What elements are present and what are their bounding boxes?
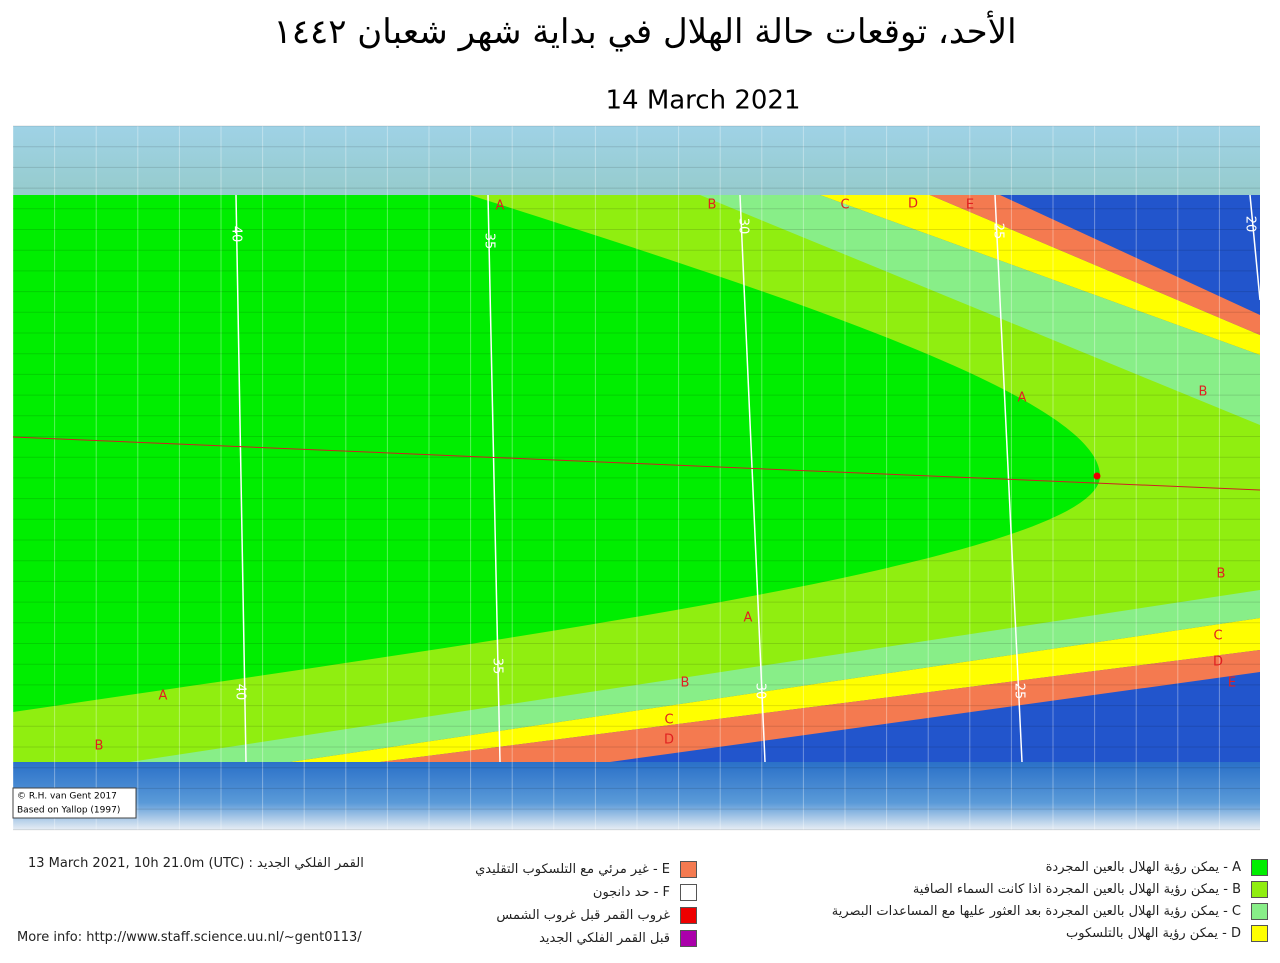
legend-swatch xyxy=(680,906,697,924)
legend-label: E - غير مرئي مع التلسكوب التقليدي xyxy=(475,861,670,877)
zone-label: D xyxy=(908,197,918,212)
map-figure: الأحد، توقعات حالة الهلال في بداية شهر ش… xyxy=(12,10,1261,831)
legend-swatch xyxy=(1251,902,1268,920)
contour-line xyxy=(1249,194,1261,301)
contour-label: 25 xyxy=(991,223,1006,240)
zone-label: C xyxy=(840,198,849,213)
legend-item: قبل القمر الفلكي الجديد xyxy=(475,927,697,949)
zone-label: A xyxy=(496,199,505,214)
contour-line xyxy=(739,194,766,763)
moon-point xyxy=(1093,472,1101,480)
legend-label: A - يمكن رؤية الهلال بالعين المجردة xyxy=(1045,859,1241,875)
southern-ocean xyxy=(13,762,1260,830)
legend-item: D - يمكن رؤية الهلال بالتلسكوب xyxy=(832,922,1268,944)
legend-label: B - يمكن رؤية الهلال بالعين المجردة اذا … xyxy=(912,881,1241,897)
legend-label: قبل القمر الفلكي الجديد xyxy=(539,930,670,946)
zone-label: B xyxy=(681,676,690,691)
legend-label: غروب القمر قبل غروب الشمس xyxy=(496,907,670,923)
more-info: More info: http://www.staff.science.uu.n… xyxy=(17,930,362,945)
zone-label: E xyxy=(1228,676,1236,691)
new-moon-info: 13 March 2021, 10h 21.0m (UTC) : القمر ا… xyxy=(28,856,364,871)
zone-label: A xyxy=(159,689,168,704)
credit: © R.H. van Gent 2017 xyxy=(17,792,117,802)
date: 14 March 2021 xyxy=(605,86,800,116)
zone-label: C xyxy=(1213,629,1222,644)
contour-label: 40 xyxy=(229,226,244,243)
contour-line xyxy=(487,194,501,763)
zone-a xyxy=(13,195,1100,712)
contour-label: 20 xyxy=(1243,216,1258,233)
legend-label: C - يمكن رؤية الهلال بالعين المجردة بعد … xyxy=(831,903,1241,919)
legend-item: A - يمكن رؤية الهلال بالعين المجردة xyxy=(832,856,1268,878)
credit-box xyxy=(12,787,137,819)
contour-line xyxy=(235,194,247,763)
zone-label: A xyxy=(1018,391,1027,406)
contour-label: 35 xyxy=(482,233,497,250)
zone-label: B xyxy=(1199,385,1208,400)
zone-label: D xyxy=(664,733,674,748)
contour-label: 35 xyxy=(490,658,505,675)
zone-label: C xyxy=(664,713,673,728)
legend-item: B - يمكن رؤية الهلال بالعين المجردة اذا … xyxy=(832,878,1268,900)
legend-swatch xyxy=(1251,880,1268,898)
zone-label: B xyxy=(1217,567,1226,582)
legend-right: A - يمكن رؤية الهلال بالعين المجردة B - ي… xyxy=(832,856,1268,944)
ecliptic-line xyxy=(12,436,1261,491)
zone-label: A xyxy=(744,611,753,626)
grid xyxy=(12,125,1261,831)
contour-label: 30 xyxy=(753,683,768,700)
visibility-zones xyxy=(13,195,1260,762)
zone-label: B xyxy=(95,739,104,754)
zone-d xyxy=(820,195,1260,355)
legend-item: E - غير مرئي مع التلسكوب التقليدي xyxy=(475,858,697,880)
legend-swatch xyxy=(680,883,697,901)
legend-middle: E - غير مرئي مع التلسكوب التقليدي F - حد … xyxy=(475,858,697,950)
legend-swatch xyxy=(1251,858,1268,876)
contour-line xyxy=(994,194,1023,763)
credit: Based on Yallop (1997) xyxy=(17,806,120,816)
zone-label: D xyxy=(1213,655,1223,670)
zone-e xyxy=(380,650,1260,762)
zone-e xyxy=(930,195,1260,335)
legend-item: C - يمكن رؤية الهلال بالعين المجردة بعد … xyxy=(832,900,1268,922)
contour-label: 30 xyxy=(736,218,751,235)
legend-swatch xyxy=(1251,924,1268,942)
legend-label: D - يمكن رؤية الهلال بالتلسكوب xyxy=(1066,925,1241,941)
contour-label: 25 xyxy=(1012,683,1027,700)
zone-label: E xyxy=(966,198,974,213)
contour-label: 40 xyxy=(233,684,248,701)
legend-label: F - حد دانجون xyxy=(592,884,670,900)
legend-swatch xyxy=(680,860,697,878)
zone-label: B xyxy=(708,198,717,213)
legend-item: غروب القمر قبل غروب الشمس xyxy=(475,904,697,926)
title: الأحد، توقعات حالة الهلال في بداية شهر ش… xyxy=(273,10,1016,52)
legend-item: F - حد دانجون xyxy=(475,881,697,903)
legend-swatch xyxy=(680,929,697,947)
